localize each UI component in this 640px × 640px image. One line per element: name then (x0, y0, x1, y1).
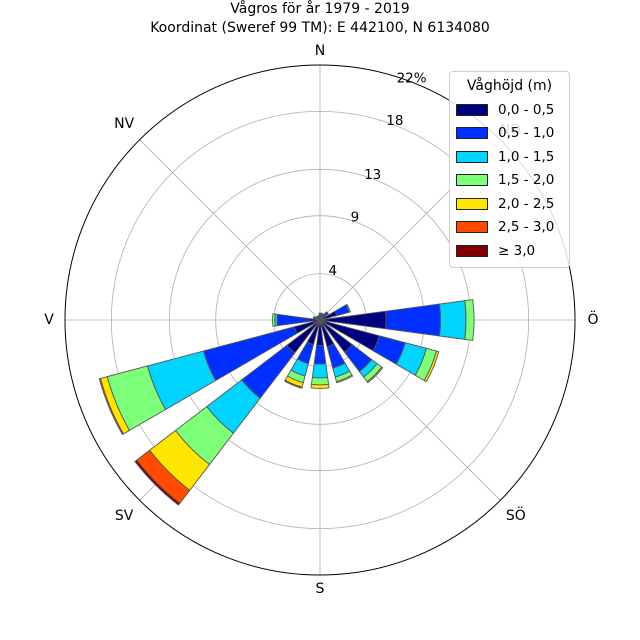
radial-tick-label: 13 (364, 167, 381, 183)
legend-swatch (456, 174, 488, 187)
rose-bar-segment (134, 459, 181, 506)
compass-label-SV: SV (115, 508, 134, 524)
compass-label-V: V (44, 312, 54, 328)
legend: Våghöjd (m) 0,0 - 0,5 0,5 - 1,0 1,0 - 1,… (449, 71, 570, 268)
rose-bar-segment (317, 314, 320, 319)
rose-bar-segment (272, 313, 276, 327)
legend-swatch (456, 221, 488, 234)
grid-spoke (139, 139, 321, 321)
rose-bar-segment (311, 363, 329, 379)
legend-swatch (456, 150, 488, 163)
legend-label: 1,5 - 2,0 (498, 172, 555, 189)
legend-row: 1,0 - 1,5 (456, 145, 563, 169)
legend-row: 0,0 - 0,5 (456, 98, 563, 122)
rose-bar-segment (423, 350, 440, 383)
radial-max-label: 22% (397, 70, 427, 86)
rose-bar-segment (320, 312, 325, 318)
rose-bar-segment (98, 377, 125, 436)
rose-bar-segment (335, 374, 354, 384)
legend-row: 0,5 - 1,0 (456, 122, 563, 146)
rose-bar-segment (313, 344, 327, 365)
rose-bar-segment (345, 303, 351, 313)
legend-row: 1,5 - 2,0 (456, 169, 563, 193)
radial-tick-label: 9 (351, 210, 360, 226)
legend-row: 2,0 - 2,5 (456, 192, 563, 216)
rose-bar-segment (464, 299, 475, 341)
legend-row: ≥ 3,0 (456, 239, 563, 263)
radial-tick-label: 18 (386, 113, 403, 129)
chart-title: Vågros för år 1979 - 2019 (230, 1, 410, 17)
rose-bar-segment (312, 315, 318, 320)
rose-bar-segment (384, 303, 441, 337)
radial-tick-label: 4 (328, 263, 337, 279)
chart-subtitle: Koordinat (Sweref 99 TM): E 442100, N 61… (150, 20, 490, 36)
rose-bar-segment (310, 376, 330, 386)
rose-bar-segment (283, 379, 303, 389)
legend-swatch (456, 103, 488, 116)
compass-label-Ö: Ö (587, 310, 598, 328)
legend-label: 2,0 - 2,5 (498, 195, 555, 212)
legend-label: 0,5 - 1,0 (498, 125, 555, 142)
compass-label-SÖ: SÖ (506, 506, 526, 524)
outer-circle (64, 64, 576, 576)
legend-label: 0,0 - 0,5 (498, 101, 555, 118)
compass-label-S: S (316, 581, 325, 597)
rose-bar-segment (366, 366, 384, 384)
legend-swatch (456, 197, 488, 210)
legend-row: 2,5 - 3,0 (456, 216, 563, 240)
legend-label: 2,5 - 3,0 (498, 219, 555, 236)
legend-swatch (456, 127, 488, 140)
rose-bar-segment (438, 300, 467, 340)
rose-bar-segment (322, 311, 329, 318)
rose-bar-segment (310, 383, 330, 389)
compass-label-N: N (315, 43, 325, 59)
legend-label: ≥ 3,0 (498, 242, 536, 259)
legend-swatch (456, 244, 488, 257)
rose-bar-segment (315, 315, 320, 320)
legend-title: Våghöjd (m) (466, 78, 553, 94)
legend-label: 1,0 - 1,5 (498, 148, 555, 165)
compass-label-NV: NV (114, 116, 134, 132)
rose-bar-segment (318, 312, 322, 318)
